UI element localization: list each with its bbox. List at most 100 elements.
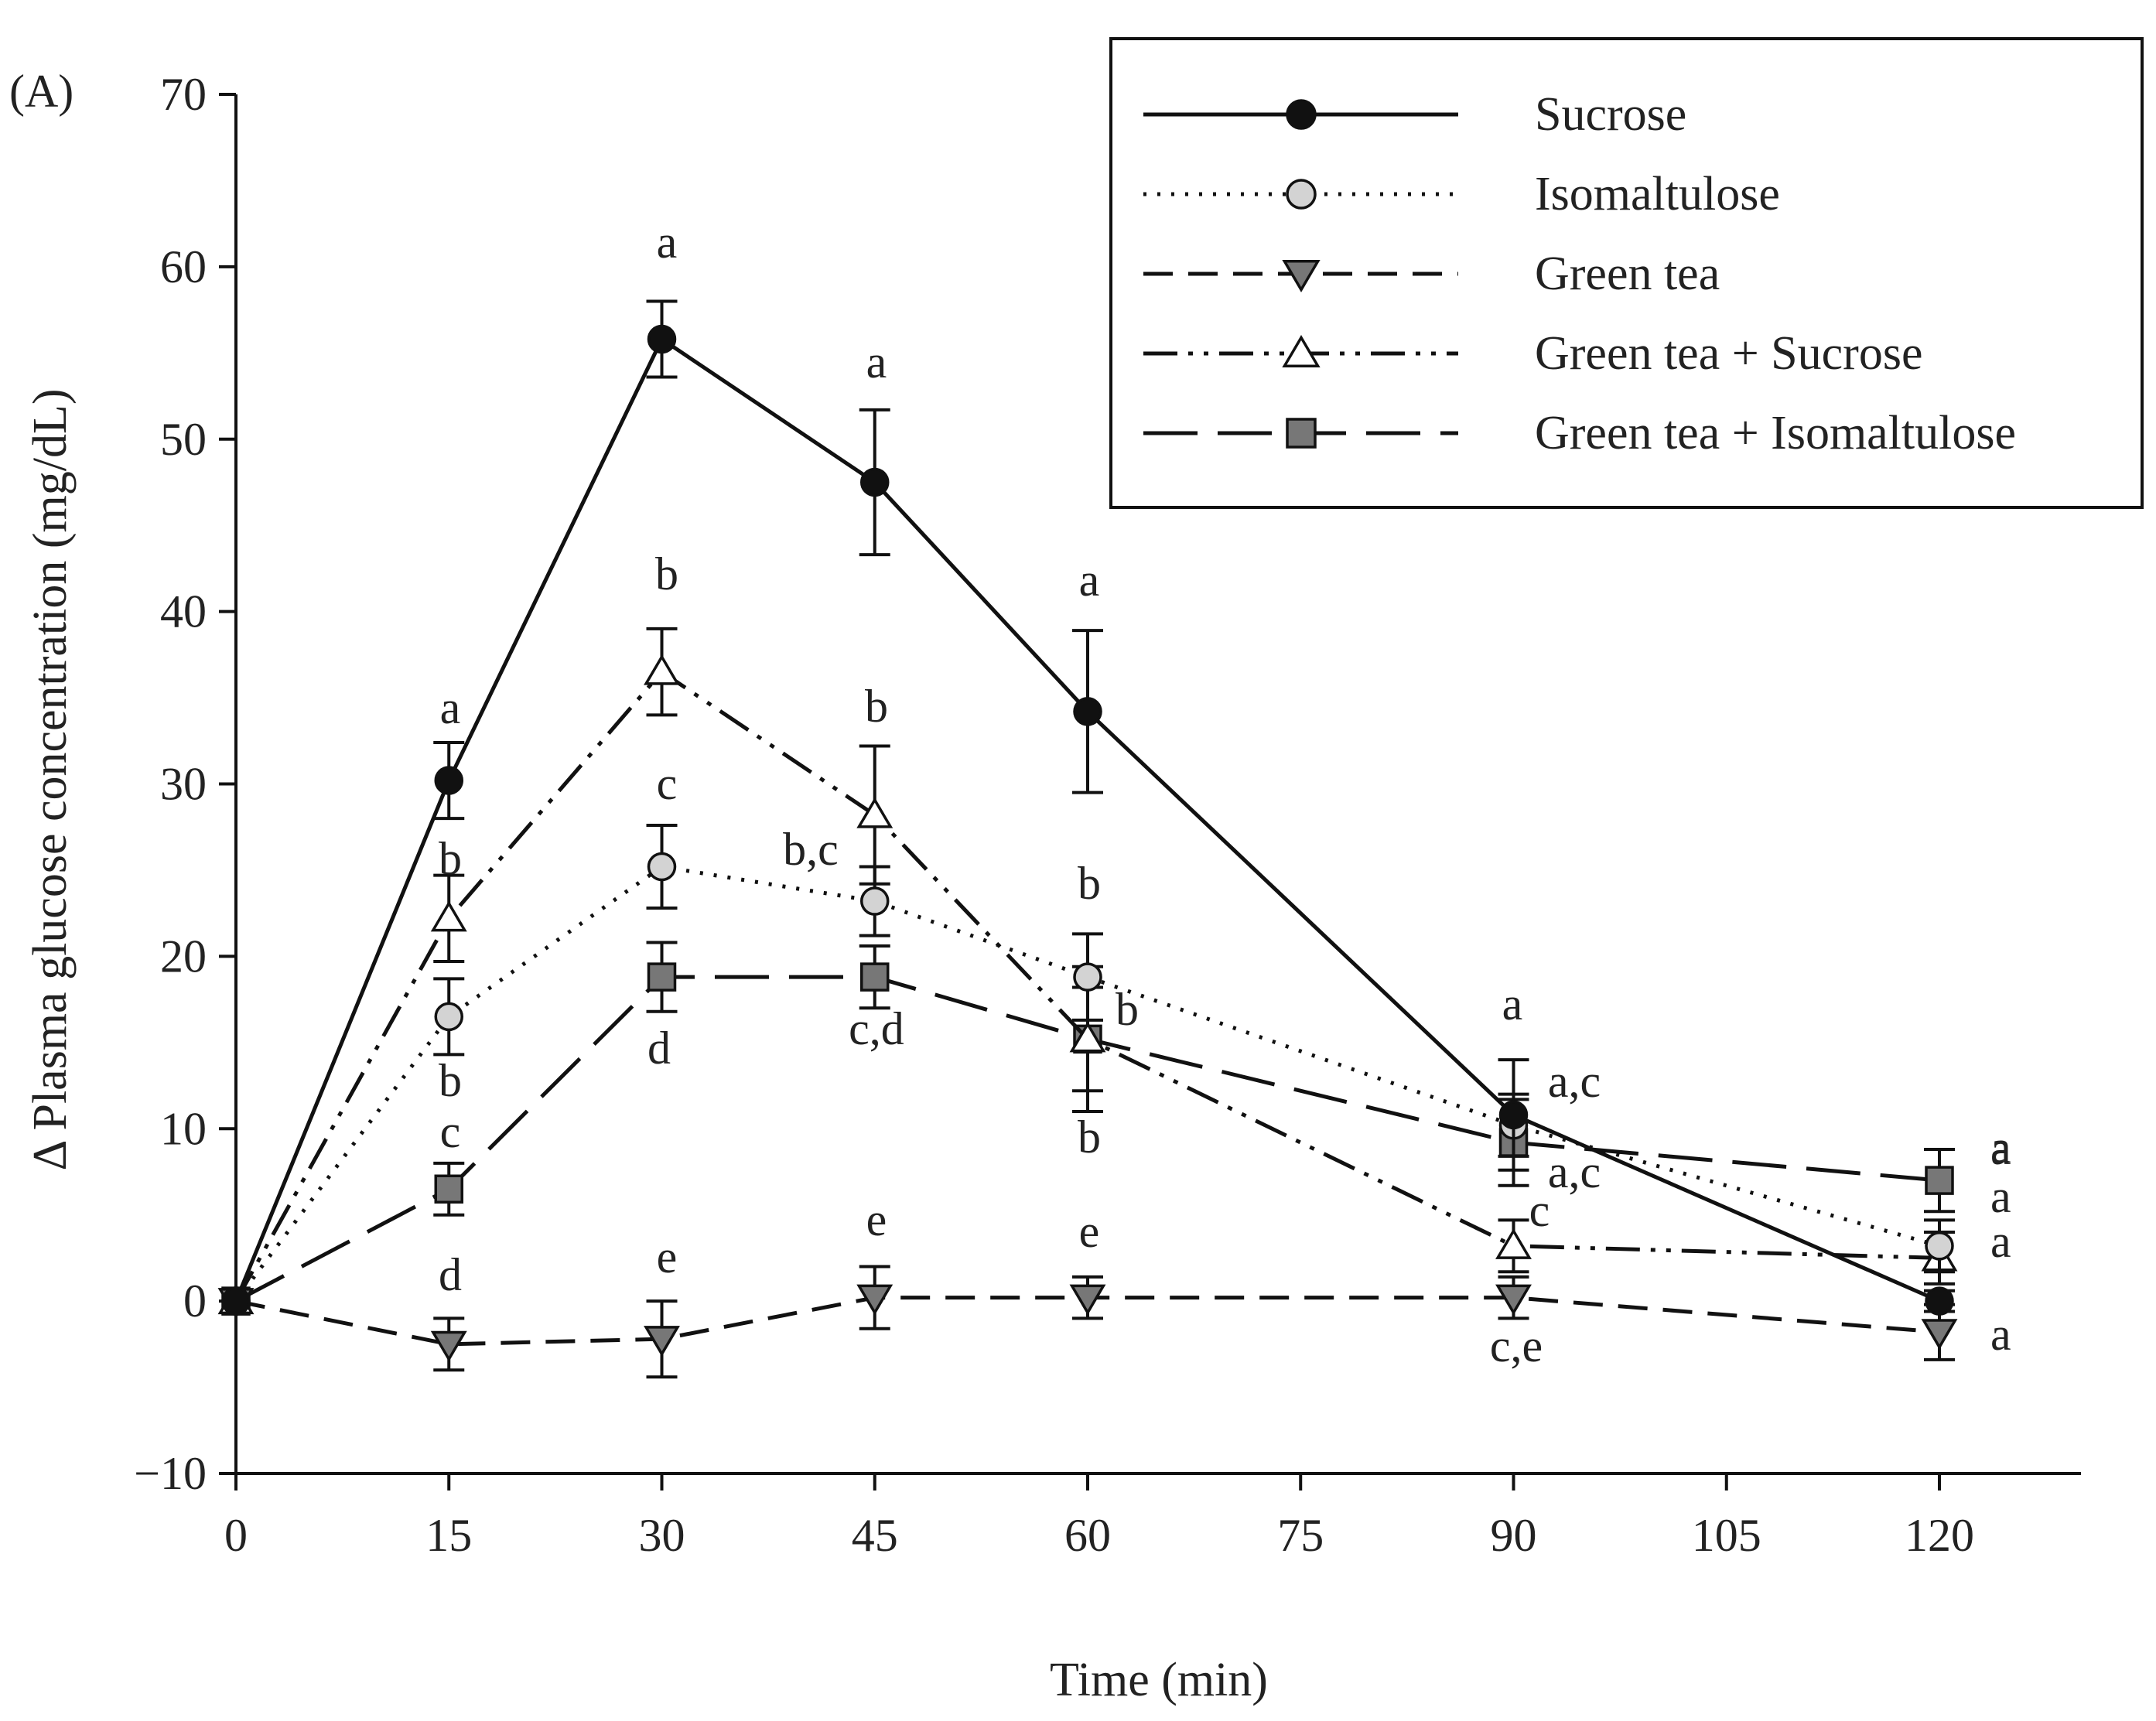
significance-label: b,c	[783, 824, 839, 875]
significance-label: b	[1078, 1111, 1101, 1163]
significance-label: c,d	[849, 1003, 904, 1054]
series-green-tea-sucrose	[217, 627, 1958, 1315]
significance-label: c	[1529, 1185, 1550, 1236]
y-tick-label: 60	[160, 241, 207, 292]
significance-label: d	[647, 1023, 671, 1074]
legend-label-green-tea: Green tea	[1535, 248, 1720, 300]
legend-label-sucrose: Sucrose	[1535, 88, 1686, 141]
data-point-green-tea	[644, 1326, 680, 1357]
significance-label: a	[1502, 978, 1523, 1030]
significance-label: e	[657, 1231, 678, 1282]
significance-label: b	[1078, 858, 1101, 909]
legend-label-green-tea-sucrose: Green tea + Sucrose	[1535, 327, 1922, 380]
legend-item-isomaltulose: Isomaltulose	[1143, 168, 1780, 220]
significance-label: a,c	[1548, 1146, 1601, 1197]
data-point-sucrose	[1925, 1286, 1954, 1316]
data-point-green-tea	[1921, 1319, 1958, 1351]
x-tick-label: 75	[1277, 1510, 1324, 1561]
series-sucrose	[221, 299, 1955, 1316]
data-point-green-tea-isomaltulose	[860, 962, 890, 992]
y-tick-label: 30	[160, 759, 207, 810]
significance-label: a,c	[1548, 1056, 1601, 1107]
data-point-green-tea-sucrose	[856, 797, 893, 828]
x-tick-label: 60	[1064, 1510, 1111, 1561]
data-point-green-tea	[1495, 1284, 1532, 1316]
legend-item-sucrose: Sucrose	[1143, 88, 1686, 141]
data-point-green-tea-sucrose	[1495, 1228, 1532, 1259]
legend-marker-sucrose	[1286, 99, 1317, 130]
significance-label: c	[440, 1106, 461, 1157]
significance-label: a	[1990, 1309, 2011, 1360]
legend-marker-green-tea	[1282, 260, 1321, 292]
significance-label: a	[1990, 1122, 2011, 1173]
significance-label: c	[657, 758, 678, 809]
y-tick-label: −10	[134, 1448, 207, 1499]
data-point-isomaltulose	[1073, 962, 1102, 992]
significance-label: b	[439, 1055, 462, 1106]
significance-label: b	[655, 548, 678, 599]
significance-label: a	[1990, 1171, 2011, 1222]
x-tick-label: 30	[639, 1510, 685, 1561]
data-point-green-tea-sucrose	[430, 900, 467, 932]
data-point-isomaltulose	[1925, 1231, 1954, 1261]
x-tick-label: 105	[1692, 1510, 1761, 1561]
panel-label: (A)	[9, 66, 73, 117]
significance-label: a	[1990, 1216, 2011, 1267]
legend-item-green-tea: Green tea	[1143, 248, 1720, 300]
series-layer	[217, 299, 1958, 1379]
significance-label: d	[439, 1249, 462, 1300]
data-point-isomaltulose	[647, 852, 677, 882]
data-point-sucrose	[221, 1286, 251, 1316]
x-axis-title: Time (min)	[1050, 1654, 1268, 1706]
data-point-sucrose	[1498, 1100, 1529, 1130]
legend-marker-green-tea-sucrose	[1282, 335, 1321, 367]
y-tick-label: 0	[183, 1275, 207, 1327]
data-point-isomaltulose	[860, 886, 890, 916]
y-tick-label: 50	[160, 414, 207, 465]
legend-item-green-tea-sucrose: Green tea + Sucrose	[1143, 327, 1922, 380]
significance-label: e	[866, 1194, 887, 1245]
data-point-green-tea-sucrose	[644, 654, 680, 685]
y-tick-label: 40	[160, 586, 207, 637]
x-tick-label: 15	[425, 1510, 472, 1561]
y-tick-label: 10	[160, 1103, 207, 1154]
significance-label: b	[1116, 984, 1139, 1035]
data-point-green-tea-isomaltulose	[1925, 1166, 1954, 1195]
significance-label: a	[440, 682, 461, 733]
y-tick-label: 70	[160, 69, 207, 120]
significance-label: c,e	[1490, 1320, 1543, 1371]
x-tick-label: 90	[1491, 1510, 1537, 1561]
data-point-green-tea-sucrose	[1069, 1021, 1106, 1053]
legend-marker-green-tea-isomaltulose	[1286, 418, 1317, 449]
significance-label: a	[1079, 555, 1100, 606]
data-point-sucrose	[647, 324, 677, 354]
significance-label: b	[865, 681, 888, 732]
data-point-sucrose	[434, 766, 463, 795]
significance-label: a	[866, 336, 887, 388]
data-point-green-tea	[1069, 1284, 1106, 1316]
data-point-isomaltulose	[434, 1002, 463, 1032]
data-point-green-tea	[856, 1284, 893, 1316]
data-point-green-tea-isomaltulose	[434, 1174, 463, 1204]
x-tick-label: 45	[852, 1510, 898, 1561]
data-point-green-tea	[430, 1330, 467, 1362]
legend-item-green-tea-isomaltulose: Green tea + Isomaltulose	[1143, 407, 2016, 459]
data-point-sucrose	[1073, 697, 1102, 726]
data-point-green-tea-isomaltulose	[647, 962, 677, 992]
significance-label: a	[1990, 1123, 2011, 1174]
x-tick-label: 120	[1905, 1510, 1974, 1561]
y-axis-title: Δ Plasma glucose concentration (mg/dL)	[24, 389, 77, 1171]
axes: −10 0 10 20 30 40 50 60 70 0 15 30 45 60 75 90 105 120	[134, 69, 2081, 1561]
legend-label-green-tea-isomaltulose: Green tea + Isomaltulose	[1535, 407, 2016, 459]
legend-label-isomaltulose: Isomaltulose	[1535, 168, 1780, 220]
significance-label: a	[657, 217, 678, 268]
y-tick-label: 20	[160, 931, 207, 982]
significance-label: b	[439, 833, 462, 884]
data-point-sucrose	[860, 467, 890, 497]
significance-label: e	[1079, 1206, 1100, 1257]
legend-marker-isomaltulose	[1286, 179, 1317, 210]
legend: Sucrose Isomaltulose Green tea Green tea + …	[1109, 37, 2144, 509]
x-tick-label: 0	[224, 1510, 248, 1561]
